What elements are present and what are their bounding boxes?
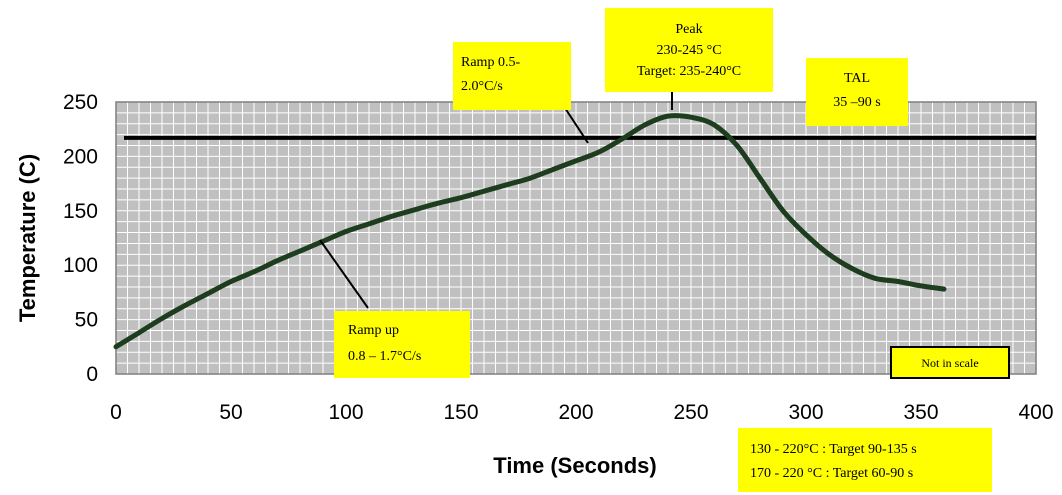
y-tick-label: 0 [86, 363, 98, 386]
svg-text:Ramp up: Ramp up [348, 323, 399, 338]
y-tick-label: 250 [63, 91, 98, 114]
y-tick-label: 50 [75, 309, 98, 332]
svg-text:0.8 – 1.7°C/s: 0.8 – 1.7°C/s [348, 349, 421, 364]
temperature-curve [113, 113, 947, 350]
peak-callout: Peak 230-245 °C Target: 235-240°C [605, 8, 773, 92]
scale-note-box: Not in scale [890, 346, 1010, 379]
ramp-fast-callout: Ramp 0.5- 2.0°C/s [453, 42, 571, 110]
x-tick-label: 400 [1018, 401, 1053, 424]
x-axis-title: Time (Seconds) [493, 453, 656, 478]
tick-labels: 0 50 100 150 200 250 300 350 400 0 50 100 150 200 250 [63, 91, 1054, 424]
y-axis-title: Temperature (C) [15, 154, 40, 322]
y-tick-label: 100 [63, 254, 98, 277]
svg-text:230-245 °C: 230-245 °C [656, 43, 721, 58]
x-tick-label: 300 [788, 401, 823, 424]
svg-text:35 –90 s: 35 –90 s [833, 95, 880, 110]
grid-lines [116, 102, 1036, 374]
svg-text:2.0°C/s: 2.0°C/s [461, 79, 503, 94]
svg-text:Ramp 0.5-: Ramp 0.5- [461, 55, 520, 70]
svg-text:130 - 220°C : Target 90-135 s: 130 - 220°C : Target 90-135 s [750, 442, 917, 457]
ramp-up-callout: Ramp up 0.8 – 1.7°C/s [334, 311, 470, 378]
x-tick-label: 100 [328, 401, 363, 424]
svg-text:TAL: TAL [844, 71, 870, 86]
x-tick-label: 150 [443, 401, 478, 424]
svg-text:Not in scale: Not in scale [921, 356, 978, 370]
x-tick-label: 250 [673, 401, 708, 424]
plot-border [115, 101, 1037, 375]
svg-text:Peak: Peak [675, 22, 702, 37]
y-tick-label: 150 [63, 200, 98, 223]
x-tick-label: 0 [110, 401, 122, 424]
ramp-up-leader-line [319, 239, 369, 309]
tal-callout: TAL 35 –90 s [806, 58, 908, 126]
y-tick-label: 200 [63, 145, 98, 168]
x-tick-label: 50 [219, 401, 242, 424]
targets-callout: 130 - 220°C : Target 90-135 s 170 - 220 … [738, 428, 992, 492]
svg-text:Target: 235-240°C: Target: 235-240°C [637, 64, 741, 79]
ramp-fast-leader-line [564, 107, 589, 144]
svg-text:170 - 220 °C : Target 60-90 s: 170 - 220 °C : Target 60-90 s [750, 466, 913, 481]
x-tick-label: 350 [903, 401, 938, 424]
x-tick-label: 200 [558, 401, 593, 424]
